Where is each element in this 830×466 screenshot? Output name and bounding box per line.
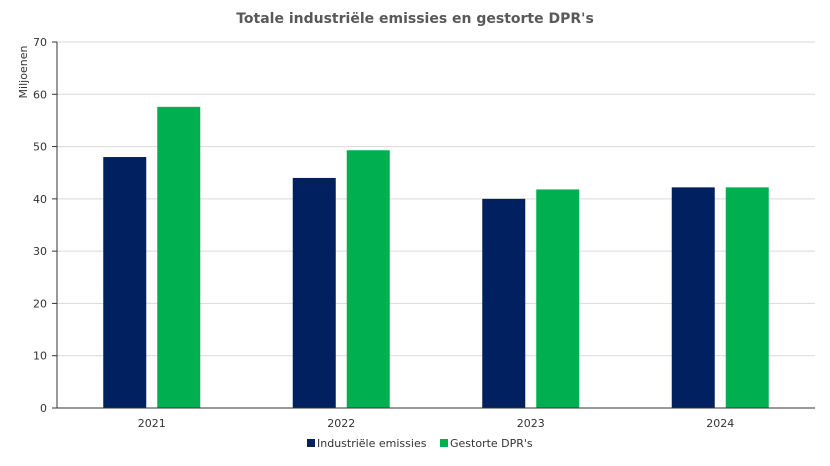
bar-gestorte-dprs-2022 — [346, 150, 390, 408]
y-tick-label: 10 — [33, 350, 47, 363]
x-axis-ticks: 2021 2022 2023 2024 — [138, 417, 735, 430]
y-tick-label: 20 — [33, 297, 47, 310]
bar-gestorte-dprs-2023 — [536, 189, 580, 408]
y-tick-label: 60 — [33, 88, 47, 101]
bars — [103, 106, 769, 408]
y-tick-label: 50 — [33, 141, 47, 154]
bar-industriele-emissies-2021 — [103, 157, 147, 408]
bar-industriele-emissies-2023 — [482, 198, 526, 408]
bar-gestorte-dprs-2024 — [725, 187, 769, 408]
x-tick-label: 2023 — [517, 417, 545, 430]
x-tick-label: 2021 — [138, 417, 166, 430]
y-axis-ticks: 0 10 20 30 40 50 60 70 — [33, 36, 57, 415]
bar-industriele-emissies-2022 — [292, 177, 336, 408]
legend-label: Gestorte DPR's — [450, 437, 533, 450]
legend-swatch — [440, 439, 448, 447]
bar-gestorte-dprs-2021 — [157, 106, 201, 408]
legend-swatch — [307, 439, 315, 447]
y-tick-label: 40 — [33, 193, 47, 206]
legend-label: Industriële emissies — [317, 437, 427, 450]
y-tick-label: 0 — [40, 402, 47, 415]
y-axis-label: Miljoenen — [17, 46, 30, 99]
x-tick-label: 2024 — [706, 417, 734, 430]
bar-industriele-emissies-2024 — [671, 187, 715, 408]
y-tick-label: 70 — [33, 36, 47, 49]
legend: Industriële emissies Gestorte DPR's — [307, 437, 533, 450]
y-tick-label: 30 — [33, 245, 47, 258]
x-tick-label: 2022 — [327, 417, 355, 430]
chart-title: Totale industriële emissies en gestorte … — [236, 11, 594, 27]
